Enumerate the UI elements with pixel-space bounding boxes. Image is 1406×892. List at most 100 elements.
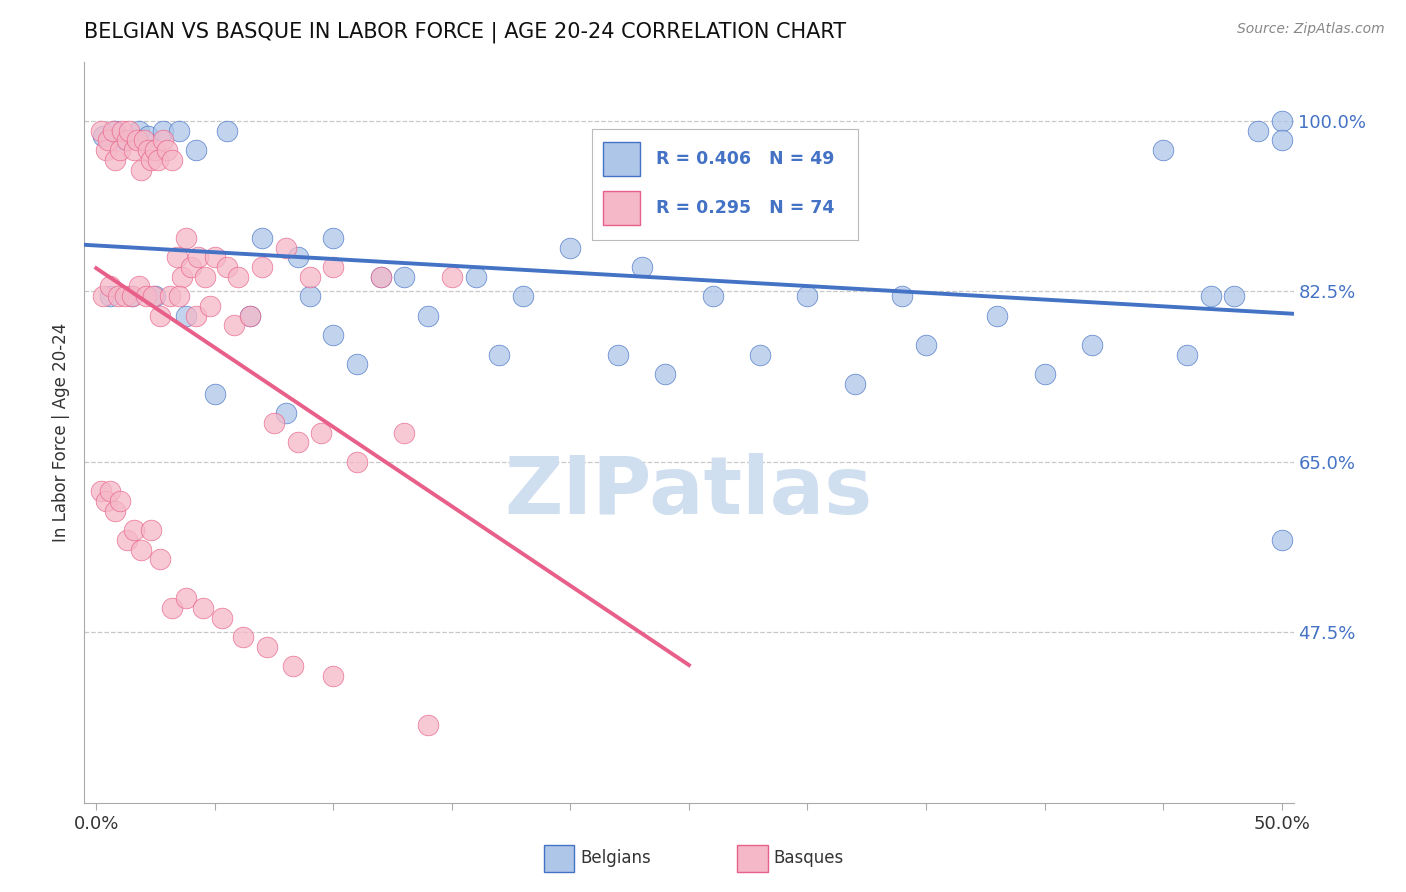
FancyBboxPatch shape [544,845,574,871]
Point [239,309,262,323]
Point [211,610,233,624]
Point [250,260,273,274]
Point [100,484,122,499]
Point [702,289,724,303]
Text: Basques: Basques [773,849,844,867]
Point [128,279,150,293]
Point [145,289,167,303]
Point [184,309,207,323]
Point [121,289,143,303]
FancyBboxPatch shape [737,845,768,871]
Point [156,143,179,157]
Point [176,231,198,245]
Point [108,493,131,508]
Point [418,309,440,323]
Point [1271,114,1294,128]
Point [90,123,112,137]
Point [104,123,127,137]
Point [287,435,309,450]
Point [180,260,202,274]
Point [128,123,150,137]
Point [108,143,131,157]
Point [149,309,172,323]
Point [204,386,226,401]
Point [111,123,134,137]
Point [194,269,217,284]
Point [560,240,582,255]
Point [298,269,321,284]
Point [370,269,392,284]
Point [287,250,309,264]
Point [1271,133,1294,147]
Point [370,269,392,284]
Point [232,630,254,644]
Point [1081,338,1104,352]
Point [1247,123,1270,137]
Point [115,533,138,547]
Point [90,484,112,499]
Point [121,289,143,303]
Point [91,289,114,303]
Point [1223,289,1246,303]
Point [149,552,172,566]
Point [138,143,160,157]
Point [118,123,141,137]
Point [152,133,174,147]
Y-axis label: In Labor Force | Age 20-24: In Labor Force | Age 20-24 [52,323,70,542]
Point [215,123,238,137]
Point [488,348,510,362]
Point [394,425,416,440]
Point [606,348,628,362]
Point [100,279,122,293]
Point [91,128,114,143]
Point [107,289,129,303]
Point [167,123,190,137]
Point [215,260,238,274]
Point [796,289,818,303]
Point [512,289,534,303]
Point [281,659,304,673]
Point [176,591,198,606]
Point [322,260,344,274]
Point [166,250,188,264]
Point [138,128,160,143]
Point [135,289,157,303]
Point [101,123,124,137]
Point [263,416,285,430]
Text: Source: ZipAtlas.com: Source: ZipAtlas.com [1237,22,1385,37]
Point [394,269,416,284]
Point [311,425,333,440]
Point [1199,289,1222,303]
Point [167,289,190,303]
Point [104,153,127,167]
Point [97,133,120,147]
Point [239,309,262,323]
Point [94,143,117,157]
Point [146,153,169,167]
Point [915,338,938,352]
Point [122,143,145,157]
Point [204,250,226,264]
Point [104,503,127,517]
Point [160,601,183,615]
Point [228,269,250,284]
Point [191,601,214,615]
Point [274,240,297,255]
Point [114,133,136,147]
Point [298,289,321,303]
Point [464,269,486,284]
Point [986,309,1008,323]
Point [198,299,221,313]
Point [115,133,138,147]
Point [129,162,152,177]
Point [222,318,245,333]
Point [145,143,167,157]
Point [139,153,162,167]
Point [891,289,914,303]
Point [122,523,145,537]
Point [256,640,278,654]
Point [844,376,866,391]
Point [346,358,368,372]
Point [152,123,174,137]
Point [654,367,676,381]
